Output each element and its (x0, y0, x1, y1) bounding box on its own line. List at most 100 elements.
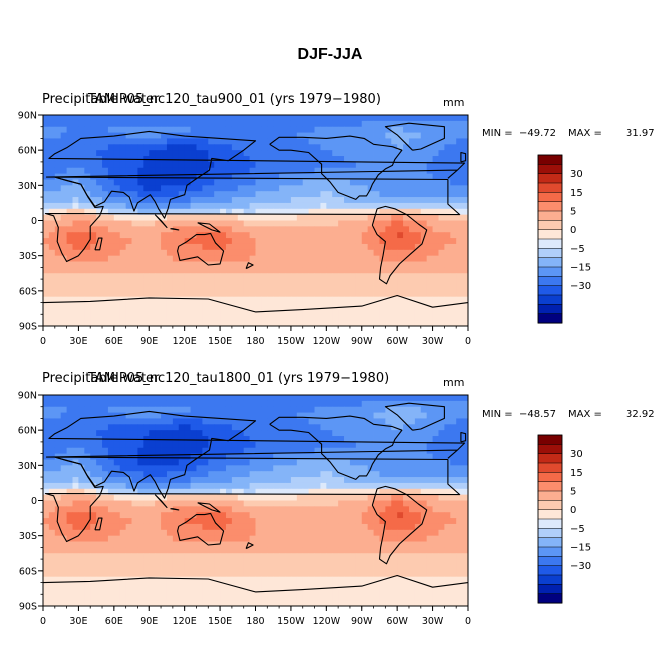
heatmap-cell (314, 284, 321, 292)
heatmap-cell (166, 500, 174, 507)
heatmap-cell (267, 191, 274, 198)
heatmap-cell (84, 406, 91, 413)
heatmap-cell (403, 249, 410, 257)
heatmap-cell (214, 138, 221, 145)
heatmap-cell (119, 447, 127, 455)
heatmap-cell (190, 173, 197, 180)
heatmap-cell (149, 290, 156, 298)
heatmap-cell (367, 267, 374, 274)
heatmap-cell (184, 132, 191, 139)
heatmap-cell (90, 418, 97, 425)
heatmap-cell (48, 465, 56, 472)
heatmap-cell (273, 529, 280, 537)
heatmap-cell (367, 302, 374, 309)
heatmap-cell (344, 406, 351, 413)
heatmap-cell (326, 208, 333, 216)
heatmap-cell (43, 430, 50, 437)
heatmap-cell (403, 488, 410, 496)
heatmap-cell (220, 564, 227, 572)
heatmap-cell (267, 284, 274, 292)
heatmap-cell (279, 535, 286, 542)
heatmap-cell (326, 459, 333, 466)
heatmap-cell (172, 220, 180, 227)
heatmap-cell (426, 314, 433, 321)
heatmap-cell (349, 284, 357, 292)
heatmap-cell (90, 488, 97, 496)
heatmap-cell (450, 547, 457, 554)
heatmap-cell (361, 267, 369, 274)
x-tick-label: 180 (246, 336, 264, 347)
heatmap-cell (290, 226, 298, 233)
heatmap-cell (361, 197, 369, 204)
heatmap-cell (326, 500, 333, 507)
heatmap-cell (78, 238, 85, 245)
heatmap-cell (326, 115, 333, 122)
heatmap-cell (48, 500, 56, 507)
heatmap-cell (137, 290, 144, 298)
heatmap-cell (444, 518, 451, 525)
heatmap-cell (149, 518, 156, 525)
heatmap-cell (172, 302, 180, 309)
heatmap-cell (403, 226, 410, 233)
heatmap-cell (107, 302, 115, 309)
heatmap-cell (326, 161, 333, 169)
heatmap-cell (432, 214, 439, 221)
heatmap-cell (43, 214, 50, 221)
heatmap-cell (243, 553, 250, 560)
heatmap-cell (285, 255, 292, 262)
heatmap-cell (66, 471, 73, 478)
heatmap-cell (48, 202, 56, 210)
heatmap-cell (137, 249, 144, 257)
heatmap-cell (332, 132, 339, 139)
heatmap-cell (314, 494, 321, 501)
heatmap-cell (161, 308, 168, 315)
heatmap-cell (326, 418, 333, 425)
heatmap-cell (84, 232, 91, 239)
heatmap-cell (290, 150, 298, 157)
heatmap-cell (462, 202, 469, 210)
heatmap-cell (397, 156, 404, 163)
heatmap-cell (279, 220, 286, 227)
heatmap-cell (172, 535, 180, 542)
heatmap-cell (60, 208, 68, 216)
heatmap-cell (438, 144, 445, 151)
heatmap-cell (54, 406, 62, 413)
heatmap-cell (361, 284, 369, 292)
heatmap-cell (102, 500, 109, 507)
heatmap-cell (438, 430, 445, 437)
heatmap-cell (107, 570, 115, 578)
heatmap-cell (344, 232, 351, 239)
heatmap-cell (426, 120, 433, 128)
heatmap-cell (420, 120, 428, 128)
heatmap-cell (113, 226, 121, 233)
heatmap-cell (107, 273, 115, 280)
heatmap-cell (379, 500, 386, 507)
heatmap-cell (196, 191, 203, 198)
heatmap-cell (255, 570, 262, 578)
heatmap-cell (367, 214, 374, 221)
heatmap-cell (385, 494, 392, 501)
heatmap-cell (349, 547, 357, 554)
heatmap-cell (344, 126, 351, 133)
heatmap-cell (462, 132, 469, 139)
heatmap-cell (414, 173, 422, 180)
heatmap-cell (102, 115, 109, 122)
heatmap-cell (84, 441, 91, 449)
heatmap-cell (90, 553, 97, 560)
heatmap-cell (426, 500, 433, 507)
heatmap-cell (107, 220, 115, 227)
heatmap-cell (426, 471, 433, 478)
heatmap-cell (166, 494, 174, 501)
heatmap-cell (391, 208, 398, 216)
heatmap-cell (166, 202, 174, 210)
heatmap-cell (243, 296, 250, 303)
heatmap-cell (161, 459, 168, 466)
heatmap-cell (361, 138, 369, 145)
heatmap-cell (161, 541, 168, 548)
heatmap-cell (355, 518, 363, 525)
heatmap-cell (267, 523, 274, 531)
heatmap-cell (349, 412, 357, 419)
heatmap-cell (267, 243, 274, 251)
heatmap-cell (332, 232, 339, 239)
heatmap-cell (403, 441, 410, 449)
